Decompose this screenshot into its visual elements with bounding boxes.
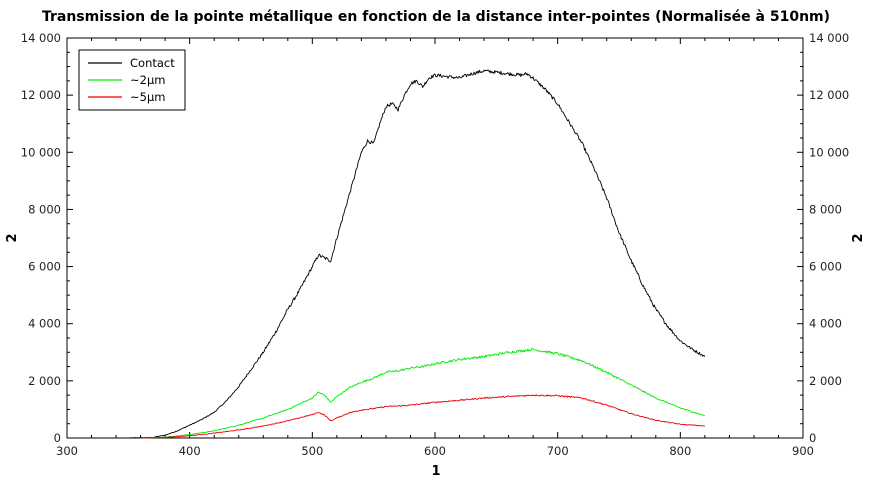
x-axis-label: 1 xyxy=(431,464,440,479)
series-line-2 xyxy=(140,394,705,439)
y-axis-label: 2 xyxy=(5,233,20,242)
y-tick-label-right: 8 000 xyxy=(809,202,842,216)
x-tick-label: 300 xyxy=(56,444,78,458)
y-tick-label-right: 6 000 xyxy=(809,260,842,274)
legend-label-contact: Contact xyxy=(130,56,175,70)
legend-label-2um: ~2µm xyxy=(130,73,165,87)
x-tick-label: 400 xyxy=(179,444,201,458)
series-line-0 xyxy=(128,69,706,439)
x-tick-label: 700 xyxy=(547,444,569,458)
legend: Contact ~2µm ~5µm xyxy=(78,49,186,111)
y-axis-label-right: 2 xyxy=(851,233,866,242)
y-tick-label: 14 000 xyxy=(21,31,61,45)
legend-label-5um: ~5µm xyxy=(130,90,165,104)
y-tick-label: 10 000 xyxy=(21,145,61,159)
y-tick-label: 12 000 xyxy=(21,88,61,102)
series-lines xyxy=(128,69,706,439)
y-tick-label-right: 0 xyxy=(809,431,816,445)
y-tick-label: 6 000 xyxy=(28,260,61,274)
y-tick-label-right: 2 000 xyxy=(809,374,842,388)
series-line-1 xyxy=(140,348,705,439)
y-tick-label: 4 000 xyxy=(28,317,61,331)
y-tick-label: 0 xyxy=(54,431,61,445)
y-tick-label: 8 000 xyxy=(28,202,61,216)
x-tick-label: 500 xyxy=(301,444,323,458)
y-tick-label-right: 14 000 xyxy=(809,31,849,45)
x-tick-label: 900 xyxy=(792,444,814,458)
x-tick-label: 800 xyxy=(669,444,691,458)
chart-title: Transmission de la pointe métallique en … xyxy=(42,9,830,25)
y-tick-label-right: 10 000 xyxy=(809,145,849,159)
y-tick-label: 2 000 xyxy=(28,374,61,388)
y-tick-label-right: 12 000 xyxy=(809,88,849,102)
x-tick-label: 600 xyxy=(424,444,446,458)
y-tick-label-right: 4 000 xyxy=(809,317,842,331)
